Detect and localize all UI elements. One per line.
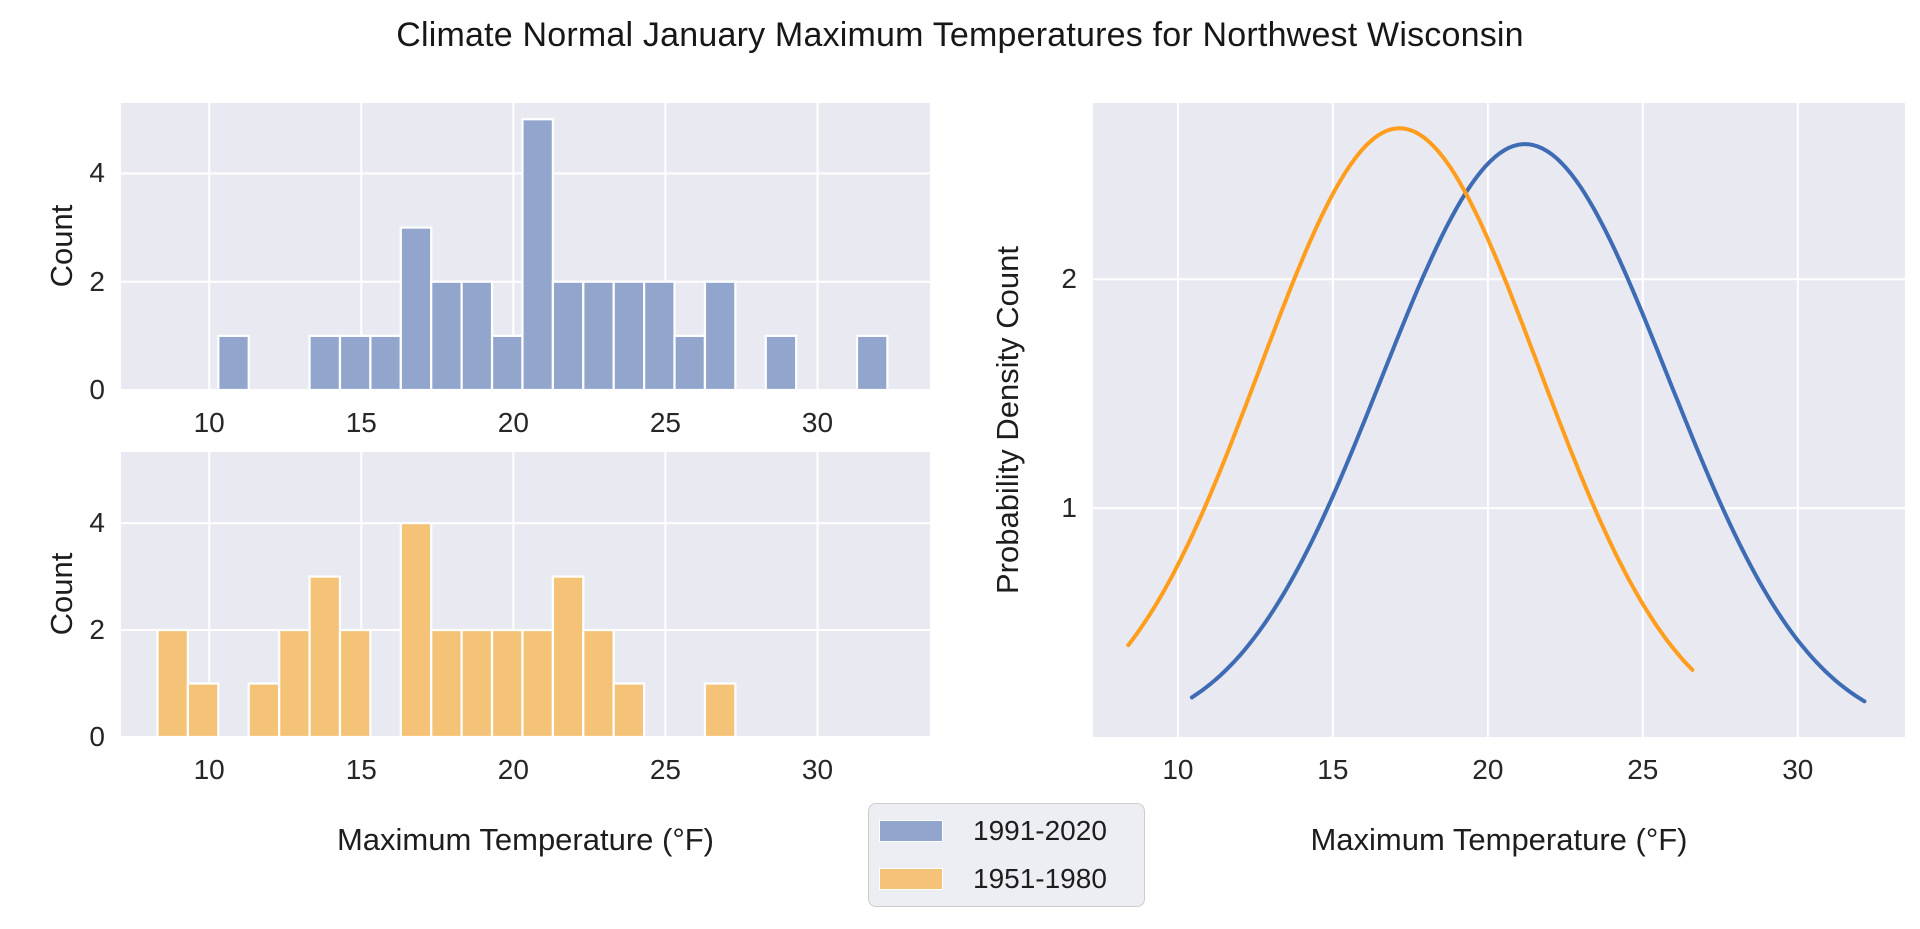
histogram-bar bbox=[156, 628, 190, 737]
density-curve-1951-1980 bbox=[1126, 126, 1695, 672]
right-y-axis-label: Probability Density Count bbox=[990, 245, 1025, 595]
histogram-bar bbox=[430, 280, 463, 390]
histogram-bar bbox=[460, 628, 494, 737]
histogram-bar bbox=[369, 334, 402, 390]
x-tick-label: 30 bbox=[1782, 754, 1814, 785]
histogram-bar bbox=[703, 280, 737, 390]
x-tick-label: 20 bbox=[497, 754, 529, 785]
chart-title: Climate Normal January Maximum Temperatu… bbox=[396, 16, 1524, 54]
y-tick-label: 0 bbox=[89, 374, 105, 405]
histogram-bar bbox=[582, 628, 615, 737]
histogram-panel-1991-2020 bbox=[121, 103, 930, 390]
histogram-panel-1951-1980 bbox=[121, 452, 930, 737]
x-tick-label: 20 bbox=[1472, 754, 1504, 785]
histogram-bar bbox=[490, 628, 524, 737]
density-curve-panel bbox=[1093, 103, 1905, 737]
x-tick-label: 25 bbox=[649, 407, 681, 438]
histogram-bar bbox=[247, 682, 281, 737]
x-tick-label: 20 bbox=[497, 407, 529, 438]
bottom-left-y-axis-label: Count bbox=[44, 552, 79, 636]
legend-swatch-1951-1980-icon bbox=[879, 868, 943, 890]
density-curve-1991-2020 bbox=[1189, 142, 1867, 704]
y-tick-label: 1 bbox=[1061, 492, 1077, 524]
legend-item-1951-1980: 1951-1980 bbox=[879, 865, 1144, 893]
histogram-bar bbox=[308, 334, 342, 390]
histogram-bar bbox=[764, 334, 798, 390]
histogram-bar bbox=[551, 575, 585, 737]
x-tick-label: 10 bbox=[1162, 754, 1194, 785]
histogram-bar bbox=[338, 628, 372, 737]
histogram-bar bbox=[430, 628, 463, 737]
legend-label-1951-1980: 1951-1980 bbox=[973, 863, 1107, 894]
top-left-histogram-plot bbox=[121, 103, 930, 390]
x-tick-label: 25 bbox=[649, 754, 681, 785]
x-tick-label: 30 bbox=[801, 754, 834, 785]
bottom-left-histogram-plot bbox=[121, 452, 930, 737]
legend-label-1991-2020: 1991-2020 bbox=[973, 815, 1107, 846]
histogram-bar bbox=[521, 118, 554, 390]
histogram-bar bbox=[399, 522, 433, 737]
histogram-bar bbox=[612, 280, 646, 390]
x-tick-label: 15 bbox=[1317, 754, 1349, 785]
histogram-bar bbox=[186, 682, 220, 737]
histogram-bar bbox=[551, 280, 585, 390]
x-tick-label: 25 bbox=[1627, 754, 1659, 785]
x-tick-label: 10 bbox=[193, 754, 225, 785]
left-x-axis-label: Maximum Temperature (°F) bbox=[336, 822, 714, 857]
right-x-axis-label: Maximum Temperature (°F) bbox=[1310, 822, 1688, 857]
histogram-bar bbox=[612, 682, 646, 737]
y-tick-label: 2 bbox=[89, 265, 105, 297]
histogram-bar bbox=[338, 334, 372, 390]
histogram-bar bbox=[673, 334, 707, 390]
y-tick-label: 2 bbox=[1061, 263, 1077, 295]
legend: 1991-2020 1951-1980 bbox=[868, 803, 1145, 907]
legend-item-1991-2020: 1991-2020 bbox=[879, 817, 1144, 845]
histogram-bar bbox=[703, 682, 737, 737]
y-tick-label: 0 bbox=[89, 721, 105, 752]
x-tick-label: 30 bbox=[801, 407, 834, 438]
x-tick-label: 15 bbox=[345, 407, 377, 438]
histogram-bar bbox=[399, 226, 433, 390]
y-tick-label: 4 bbox=[89, 507, 105, 539]
y-tick-label: 2 bbox=[89, 614, 105, 646]
legend-swatch-1991-2020-icon bbox=[879, 820, 943, 842]
histogram-bar bbox=[643, 280, 676, 390]
x-tick-label: 10 bbox=[193, 407, 225, 438]
histogram-bar bbox=[217, 334, 250, 390]
right-density-curves-plot bbox=[1093, 103, 1905, 737]
histogram-bar bbox=[521, 628, 554, 737]
histogram-bar bbox=[460, 280, 494, 390]
histogram-bar bbox=[308, 575, 342, 737]
histogram-bar bbox=[855, 334, 889, 390]
histogram-bar bbox=[490, 334, 524, 390]
top-left-y-axis-label: Count bbox=[44, 204, 79, 288]
histogram-bar bbox=[582, 280, 615, 390]
y-tick-label: 4 bbox=[89, 157, 105, 189]
x-tick-label: 15 bbox=[345, 754, 377, 785]
histogram-bar bbox=[278, 628, 311, 737]
